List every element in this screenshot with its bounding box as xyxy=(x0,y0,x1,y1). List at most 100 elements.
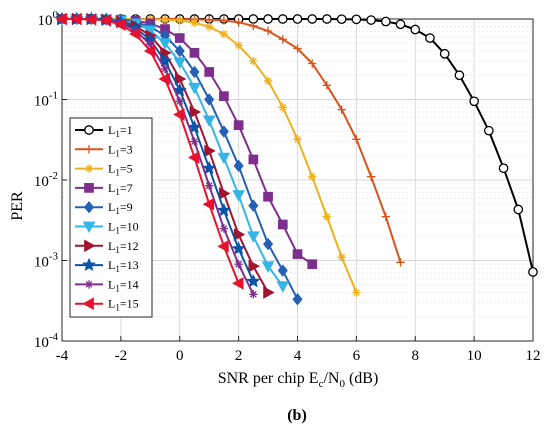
data-point xyxy=(307,259,318,270)
data-point xyxy=(336,14,347,25)
data-point xyxy=(55,12,67,26)
legend-marker xyxy=(84,183,94,193)
data-point xyxy=(160,64,170,74)
data-point xyxy=(410,24,421,35)
data-point xyxy=(249,56,258,66)
data-point xyxy=(219,16,229,25)
data-point xyxy=(380,16,391,27)
data-point xyxy=(231,241,246,255)
x-tick-label: 6 xyxy=(353,348,361,364)
legend-entry-2: L1=3 xyxy=(75,142,133,158)
legend-label: L1=9 xyxy=(108,200,133,216)
data-point xyxy=(337,252,346,262)
legend-entry-5: L1=9 xyxy=(75,200,133,216)
data-point xyxy=(233,159,244,173)
legend-entry-7: L1=12 xyxy=(75,239,139,255)
legend-label: L1=12 xyxy=(108,239,139,255)
legend-marker xyxy=(81,257,97,272)
data-point xyxy=(322,14,332,24)
data-point xyxy=(352,288,361,297)
data-point xyxy=(263,76,273,86)
data-point xyxy=(70,12,82,26)
legend-label: L1=7 xyxy=(108,181,133,197)
data-point xyxy=(381,212,391,221)
data-point xyxy=(146,40,155,49)
data-point xyxy=(277,219,288,230)
x-tick-label: -2 xyxy=(115,348,128,364)
axis-ticks: -4 -2 0 2 4 6 8 10 12 100 10-1 10-2 10-3 10-4 xyxy=(34,9,541,364)
y-axis-label: PER xyxy=(9,191,26,221)
data-point xyxy=(204,93,215,106)
data-point xyxy=(337,105,346,114)
data-point xyxy=(439,48,450,59)
x-tick-label: 12 xyxy=(526,348,541,364)
data-point xyxy=(114,18,126,31)
legend-marker xyxy=(84,145,94,154)
x-tick-label: 10 xyxy=(467,348,482,364)
data-point xyxy=(172,82,187,97)
data-point xyxy=(190,18,199,27)
data-point xyxy=(174,72,187,86)
y-tick-label: 100 xyxy=(38,9,59,29)
legend-entry-8: L1=13 xyxy=(75,257,139,274)
legend: L1=1 L1=3 L1=5 L1=7 L1=9 L1=10 L1=12 L1=13 L1=14… xyxy=(69,117,153,318)
data-point xyxy=(498,163,509,174)
data-point xyxy=(249,290,258,299)
data-point xyxy=(234,41,243,50)
data-point xyxy=(173,57,187,69)
subfigure-label: (b) xyxy=(287,407,307,424)
data-point xyxy=(219,187,231,200)
x-tick-label: -4 xyxy=(56,348,69,364)
data-point xyxy=(143,44,156,58)
legend-entry-3: L1=5 xyxy=(75,162,133,178)
data-point xyxy=(99,14,112,27)
data-point xyxy=(160,15,170,24)
data-point xyxy=(202,160,217,175)
data-point xyxy=(513,204,524,215)
data-point xyxy=(204,67,215,77)
data-point xyxy=(425,33,435,43)
x-axis-label: SNR per chip Ec/N0 (dB) xyxy=(218,370,379,390)
data-point xyxy=(204,22,214,32)
data-point xyxy=(219,91,229,102)
data-point xyxy=(292,249,303,259)
data-point xyxy=(175,97,184,106)
data-point xyxy=(308,172,317,181)
data-point xyxy=(278,35,287,44)
series-layer xyxy=(54,11,538,306)
y-tick-label: 10-2 xyxy=(34,170,58,190)
data-point xyxy=(189,65,200,79)
data-point xyxy=(174,33,185,43)
data-point xyxy=(218,125,229,138)
data-point xyxy=(263,191,273,202)
data-point xyxy=(352,135,361,144)
data-point xyxy=(217,152,231,165)
data-point xyxy=(175,16,184,25)
legend-label: L1=10 xyxy=(108,220,139,236)
data-point xyxy=(174,44,185,58)
data-point xyxy=(233,228,246,241)
data-point xyxy=(263,286,275,299)
data-point xyxy=(217,240,229,253)
data-point xyxy=(276,281,290,293)
data-point xyxy=(204,181,214,190)
data-point xyxy=(190,137,199,146)
y-tick-label: 10-1 xyxy=(34,90,58,110)
legend-entry-4: L1=7 xyxy=(75,181,133,197)
legend-entry-10: L1=15 xyxy=(75,297,139,313)
data-point xyxy=(204,15,214,24)
legend-marker xyxy=(84,125,94,135)
data-point xyxy=(202,197,215,211)
data-point xyxy=(351,14,362,25)
data-point xyxy=(483,125,494,136)
data-point xyxy=(187,151,200,164)
data-point xyxy=(173,108,185,121)
grid xyxy=(62,19,533,341)
data-point xyxy=(233,120,244,131)
legend-marker xyxy=(84,280,94,289)
data-point xyxy=(202,115,216,127)
data-point xyxy=(232,190,245,202)
data-point xyxy=(292,293,303,306)
data-point xyxy=(248,259,260,273)
data-point xyxy=(129,27,141,41)
